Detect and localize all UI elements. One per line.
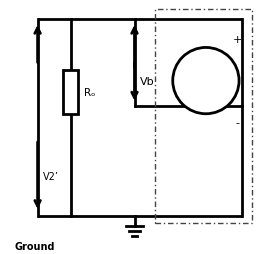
Text: V2’: V2’ [43, 171, 59, 181]
Text: Vb: Vb [140, 76, 154, 86]
Text: Rₒ: Rₒ [83, 88, 95, 98]
Bar [155, 10, 252, 224]
Text: Ground
connection: Ground connection [15, 241, 75, 254]
Text: +: + [233, 35, 242, 44]
Bar [63, 71, 78, 114]
Text: Tested-
device: Tested- device [187, 71, 224, 92]
Circle shape [173, 48, 239, 114]
Text: -: - [236, 118, 240, 128]
